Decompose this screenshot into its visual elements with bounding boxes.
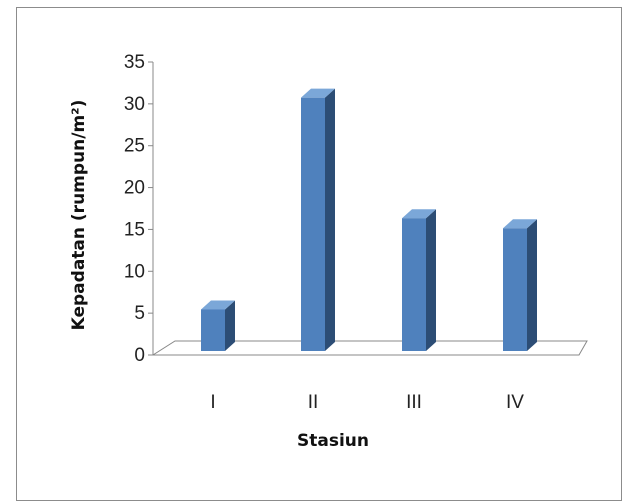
bar-front-face — [402, 218, 426, 351]
bar — [402, 209, 436, 351]
y-tick-label: 25 — [124, 136, 145, 157]
x-tick-label: III — [406, 392, 422, 413]
bar — [301, 88, 335, 352]
bar-front-face — [201, 309, 225, 351]
bar — [201, 300, 235, 351]
y-tick-label: 30 — [124, 94, 145, 115]
y-tick-label: 15 — [124, 219, 145, 240]
bar-top-face — [402, 209, 436, 219]
bar-side-face — [426, 209, 436, 351]
bar-top-face — [503, 219, 537, 229]
y-tick-label: 10 — [124, 261, 145, 282]
y-tick-label: 20 — [124, 178, 145, 199]
chart-floor — [151, 340, 588, 356]
x-tick-label: I — [210, 392, 215, 413]
x-tick-label: II — [308, 392, 319, 413]
bar-front-face — [301, 97, 325, 352]
x-tick-label: IV — [506, 392, 524, 413]
bar — [503, 219, 537, 351]
bar-side-face — [325, 88, 335, 352]
y-tick-label: 5 — [134, 303, 145, 324]
x-axis-title: Stasiun — [297, 431, 369, 451]
bar-top-face — [301, 88, 335, 98]
bar-side-face — [225, 300, 235, 351]
y-axis-title: Kepadatan (rumpun/m²) — [69, 100, 89, 331]
y-tick-label: 0 — [134, 345, 145, 366]
bar-front-face — [503, 228, 527, 351]
y-tick-label: 35 — [124, 52, 145, 73]
bar-side-face — [527, 219, 537, 351]
bar-top-face — [201, 300, 235, 310]
